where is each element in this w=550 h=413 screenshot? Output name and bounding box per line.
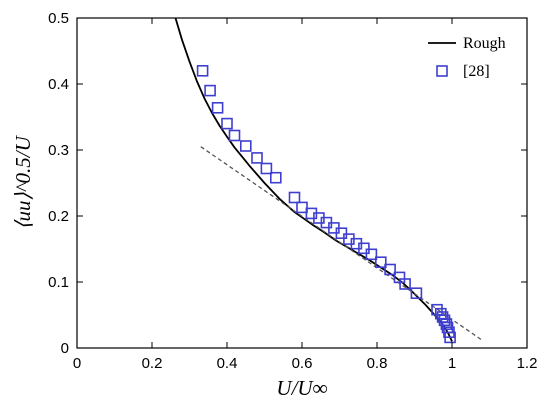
y-axis-title: ⟨uu⟩^0.5/U (11, 134, 35, 229)
y-tick-label: 0.2 (48, 208, 69, 225)
rough-curve-line (174, 18, 453, 342)
data-point-28 (251, 152, 263, 164)
data-point-28 (260, 162, 273, 175)
data-point-28 (240, 140, 252, 152)
y-tick-label: 0.3 (48, 142, 69, 159)
y-tick-label: 0 (61, 340, 69, 357)
plot-frame (76, 17, 528, 349)
data-point-28 (211, 102, 224, 114)
x-tick-label: 0 (73, 355, 81, 372)
data-point-28 (335, 227, 348, 239)
data-point-28 (399, 278, 411, 290)
x-tick-label: 0.8 (367, 355, 388, 372)
data-point-28 (384, 263, 396, 276)
data-point-28 (358, 242, 370, 255)
data-point-28 (296, 201, 308, 214)
x-tick-label: 0.4 (217, 355, 238, 372)
data-point-28 (228, 129, 241, 142)
legend: Rough [28] (428, 35, 506, 80)
dashed-reference-line (200, 146, 483, 341)
x-axis-title: U/U∞ (276, 376, 327, 400)
data-point-28 (196, 65, 209, 77)
data-point-28 (410, 287, 423, 300)
legend-rough-label: Rough (463, 35, 506, 52)
data-point-28 (365, 248, 378, 261)
plot-area (174, 18, 483, 344)
data-point-28 (438, 314, 451, 327)
x-tick-label: 1.2 (517, 355, 538, 372)
x-tick-label: 0.2 (142, 355, 163, 372)
data-point-28 (288, 191, 301, 204)
data-point-28 (440, 318, 453, 331)
axes: 0 0.2 0.4 0.6 0.8 1 1.2 0 0.1 0.2 0.3 0.4 0.5 (48, 10, 537, 372)
data-point-28 (221, 117, 233, 130)
legend-28-label: [28] (463, 63, 490, 80)
legend-28-marker (436, 65, 448, 77)
data-point-28 (444, 331, 456, 344)
y-tick-label: 0.5 (48, 10, 69, 27)
y-tick-label: 0.1 (48, 274, 69, 291)
y-tick-label: 0.4 (48, 76, 69, 93)
data-point-28 (269, 171, 282, 184)
x-tick-label: 0.6 (292, 355, 313, 372)
data-point-28 (204, 84, 216, 97)
x-tick-label: 1 (448, 355, 456, 372)
data-point-28 (374, 256, 387, 269)
